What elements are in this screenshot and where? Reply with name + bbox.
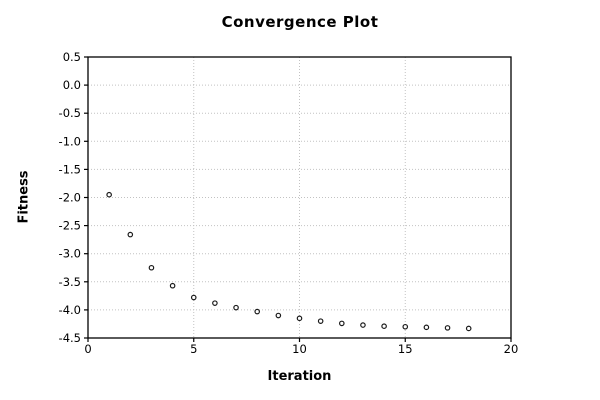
y-tick-label: -1.5 xyxy=(59,162,81,176)
y-tick-label: -1.0 xyxy=(59,134,81,148)
data-point xyxy=(444,325,451,331)
y-tick-label: -4.5 xyxy=(59,331,81,345)
data-point xyxy=(233,304,239,311)
x-tick-label: 0 xyxy=(84,342,91,356)
data-point xyxy=(169,282,176,289)
data-point xyxy=(296,315,303,322)
y-tick-label: 0.0 xyxy=(63,78,81,92)
y-tick-label: 0.5 xyxy=(63,50,81,64)
x-tick-label: 15 xyxy=(398,342,413,356)
x-tick-label: 5 xyxy=(190,342,197,356)
data-point xyxy=(190,294,197,301)
y-tick-label: -4.0 xyxy=(59,303,81,317)
data-point xyxy=(317,318,324,324)
data-point xyxy=(465,325,472,332)
x-axis-title: Iteration xyxy=(267,369,332,384)
data-point xyxy=(360,322,366,328)
data-point xyxy=(402,323,409,330)
data-point xyxy=(148,264,155,271)
x-tick-label: 20 xyxy=(504,342,519,356)
data-point xyxy=(254,308,261,315)
data-point xyxy=(127,231,134,238)
data-point xyxy=(275,312,282,319)
data-point xyxy=(106,191,112,198)
data-point xyxy=(423,324,430,331)
y-tick-label: -3.0 xyxy=(59,247,81,261)
x-tick-label: 10 xyxy=(292,342,307,356)
data-point xyxy=(338,320,345,327)
y-tick-label: -2.0 xyxy=(59,191,81,205)
data-point xyxy=(212,300,218,306)
y-tick-label: -2.5 xyxy=(59,219,81,233)
chart-title: Convergence Plot xyxy=(221,13,379,31)
data-point xyxy=(381,323,387,329)
y-tick-label: -0.5 xyxy=(59,106,81,120)
y-tick-label: -3.5 xyxy=(59,275,81,289)
